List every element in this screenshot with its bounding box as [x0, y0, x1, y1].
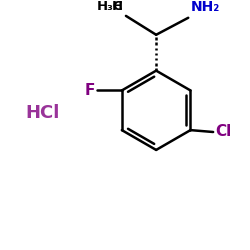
Text: H₃C: H₃C [96, 0, 123, 13]
Text: Cl: Cl [215, 124, 231, 140]
Text: HCl: HCl [26, 104, 60, 122]
Text: F: F [85, 83, 96, 98]
Text: H: H [112, 0, 123, 13]
Text: NH₂: NH₂ [191, 0, 220, 14]
